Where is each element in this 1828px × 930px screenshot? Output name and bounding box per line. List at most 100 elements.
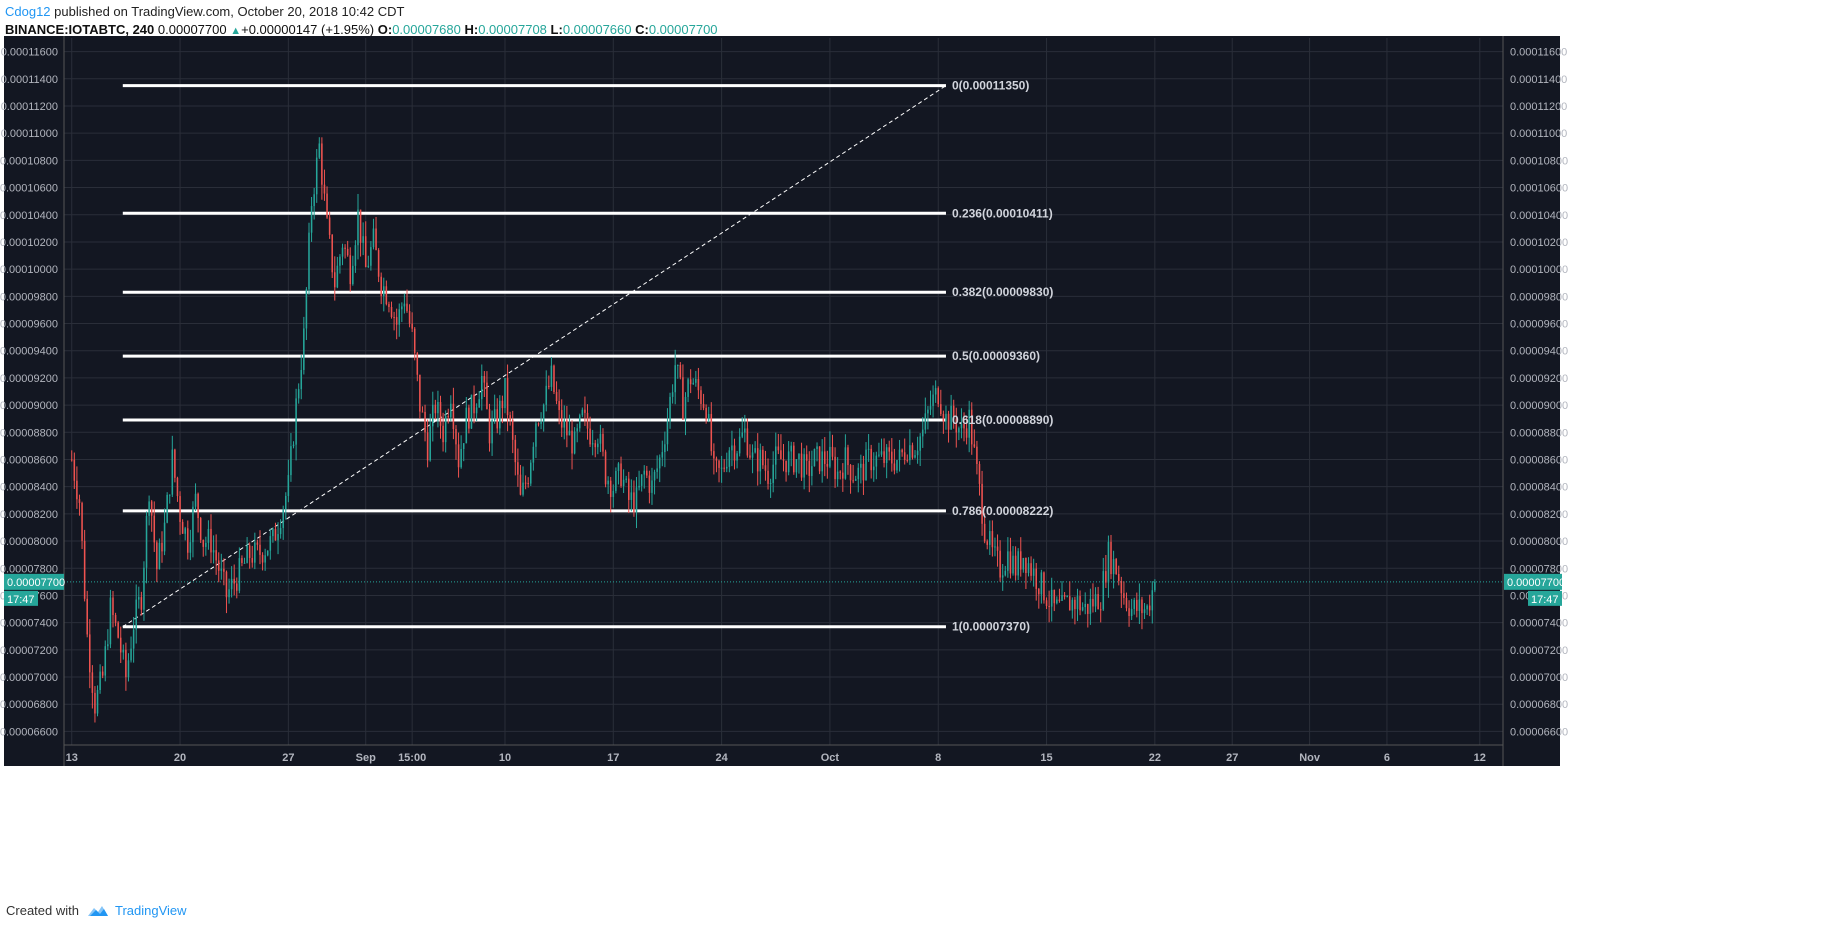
candle-body xyxy=(818,446,821,472)
y-tick-label-left: 0.00010800 xyxy=(0,155,58,167)
candle-body xyxy=(1115,559,1117,574)
candle-body xyxy=(689,379,692,385)
y-tick-label-right: 0.00008400 xyxy=(1510,482,1568,494)
footer: Created with TradingView xyxy=(6,903,187,918)
candle-body xyxy=(393,316,395,318)
y-tick-label-left: 0.00007200 xyxy=(0,645,58,657)
y-tick-label-left: 0.00008200 xyxy=(0,509,58,521)
candle-body xyxy=(1125,597,1128,609)
fib-level-label: 0(0.00011350) xyxy=(952,79,1029,93)
y-tick-label-right: 0.00006800 xyxy=(1510,699,1568,711)
y-tick-label-left: 0.00009200 xyxy=(0,373,58,385)
candle-body xyxy=(73,459,76,481)
candle-body xyxy=(385,286,388,305)
candle-body xyxy=(829,446,831,467)
candle-body xyxy=(808,460,811,476)
candle-body xyxy=(594,443,597,448)
candle-body xyxy=(478,399,480,408)
symbol-interval[interactable]: BINANCE:IOTABTC, 240 xyxy=(5,22,155,37)
candle-body xyxy=(251,557,254,563)
open-value: 0.00007680 xyxy=(392,22,461,37)
candle-body xyxy=(444,415,447,443)
candle-body xyxy=(246,545,248,563)
candle-body xyxy=(305,289,308,329)
chart-grid xyxy=(64,38,1503,745)
y-tick-label-right: 0.00007800 xyxy=(1510,563,1568,575)
candle-body xyxy=(1120,581,1123,594)
author-link[interactable]: Cdog12 xyxy=(5,4,51,19)
candle-body xyxy=(584,409,586,413)
candle-body xyxy=(383,286,385,296)
candle-body xyxy=(1012,555,1014,574)
candle-body xyxy=(860,463,862,468)
y-tick-label-right: 0.00007400 xyxy=(1510,618,1568,630)
candle-body xyxy=(398,309,401,325)
candle-body xyxy=(248,545,251,558)
candle-body xyxy=(891,451,893,464)
candle-body xyxy=(352,265,354,285)
candle-body xyxy=(687,379,689,397)
candle-body xyxy=(555,392,558,401)
candle-body xyxy=(1087,604,1089,614)
candle-body xyxy=(811,466,813,476)
candle-body xyxy=(432,404,434,427)
candle-body xyxy=(1050,589,1053,607)
candle-body xyxy=(571,430,573,454)
candle-body xyxy=(261,554,264,563)
candle-body xyxy=(426,432,429,461)
candle-body xyxy=(104,646,107,676)
candle-body xyxy=(1133,599,1135,609)
candle-body xyxy=(1130,608,1133,617)
candle-body xyxy=(731,445,733,451)
candle-body xyxy=(568,430,571,436)
close-value: 0.00007700 xyxy=(648,22,718,37)
candle-body xyxy=(989,531,991,545)
candle-body xyxy=(870,448,872,471)
candle-body xyxy=(408,311,411,324)
candle-body xyxy=(205,542,207,547)
candle-body xyxy=(184,528,186,534)
candle-body xyxy=(207,528,210,543)
candle-body xyxy=(1097,594,1099,610)
y-tick-label-left: 0.00010200 xyxy=(0,237,58,249)
candle-body xyxy=(364,236,367,268)
candle-body xyxy=(718,460,720,468)
y-tick-label-right: 0.00008600 xyxy=(1510,454,1568,466)
y-tick-label-left: 0.00008800 xyxy=(0,427,58,439)
candle-body xyxy=(460,448,462,468)
candle-body xyxy=(612,490,615,497)
tradingview-brand-link[interactable]: TradingView xyxy=(114,903,187,918)
candle-body xyxy=(702,403,705,408)
candle-body xyxy=(599,433,602,444)
candle-body xyxy=(447,415,450,418)
candle-body xyxy=(749,455,751,458)
candle-body xyxy=(132,629,135,649)
candle-body xyxy=(733,445,736,461)
candle-body xyxy=(470,394,473,429)
candle-body xyxy=(991,531,994,548)
candle-body xyxy=(950,405,952,430)
candle-body xyxy=(857,467,860,480)
candle-body xyxy=(1004,570,1007,576)
candle-body xyxy=(973,444,976,447)
candle-body xyxy=(499,400,501,429)
candle-body xyxy=(906,459,909,461)
candle-body xyxy=(168,494,171,496)
candle-body xyxy=(473,394,475,414)
candle-body xyxy=(517,462,519,475)
candle-body xyxy=(413,328,416,353)
candle-body xyxy=(535,423,537,447)
y-tick-label-right: 0.00009400 xyxy=(1510,346,1568,358)
candle-body xyxy=(1102,571,1105,610)
candle-body xyxy=(1092,598,1094,607)
candle-body xyxy=(666,421,669,445)
x-tick-label: 12 xyxy=(1474,752,1486,764)
candle-body xyxy=(511,419,514,440)
candle-body xyxy=(138,597,140,600)
chart-pane[interactable] xyxy=(4,36,1560,766)
candle-body xyxy=(313,194,315,207)
y-tick-label-left: 0.00009800 xyxy=(0,291,58,303)
candle-body xyxy=(83,540,86,599)
x-tick-label: Oct xyxy=(821,752,840,764)
